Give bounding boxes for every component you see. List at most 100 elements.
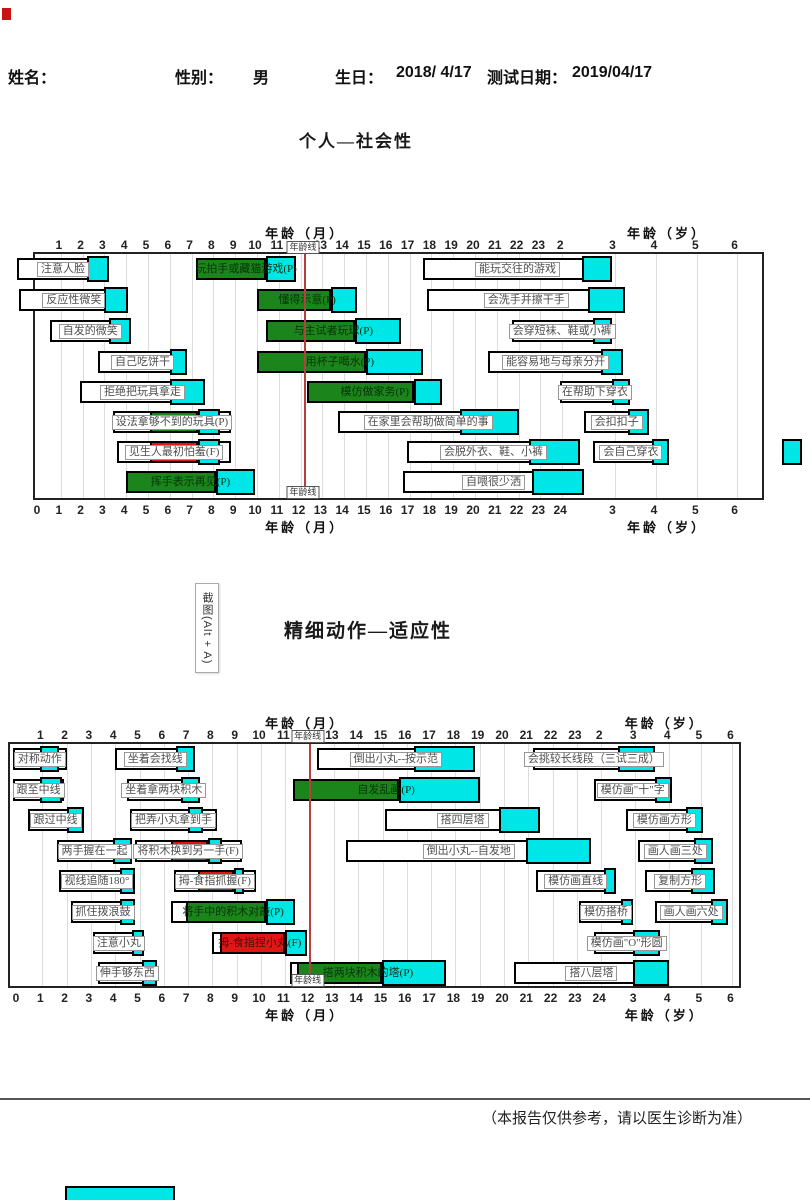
item-label: 注意人脸 bbox=[36, 261, 89, 277]
gridline bbox=[366, 254, 367, 498]
item-bar: 注意小丸 bbox=[92, 930, 145, 956]
gridline bbox=[358, 744, 360, 986]
percentile-75-90-range bbox=[104, 287, 129, 313]
item-bar: 自发的微笑 bbox=[49, 318, 131, 344]
pass-range bbox=[257, 351, 366, 373]
gridline bbox=[382, 744, 384, 986]
item-bar: 伸手够东西 bbox=[95, 960, 159, 986]
item-bar: 坐着拿两块积木 bbox=[121, 777, 207, 803]
axis-tick: 2 bbox=[595, 728, 603, 742]
gridline bbox=[496, 254, 498, 498]
gridline bbox=[257, 254, 258, 498]
axis-tick: 10 bbox=[248, 238, 262, 252]
item-bar: 懂得示意(P) bbox=[257, 287, 358, 313]
item-bar: 把弄小丸拿到手 bbox=[129, 807, 218, 833]
gridline bbox=[455, 744, 457, 986]
item-bar: 拇-食指抓握(F) bbox=[173, 868, 257, 894]
axis-tick: 3 bbox=[85, 991, 93, 1005]
percentile-75-90-range bbox=[399, 777, 480, 803]
item-bar: 会脱外衣、鞋、小裤 bbox=[407, 439, 580, 465]
age-line-label-top: 年龄线 bbox=[291, 730, 325, 743]
axis-tick: 13 bbox=[313, 503, 328, 517]
axis-tick: 18 bbox=[446, 728, 461, 742]
axis-tick: 2 bbox=[556, 238, 564, 252]
axis-tick: 11 bbox=[276, 728, 290, 742]
axis-tick: 21 bbox=[519, 991, 533, 1005]
item-bar: 与主试者玩球(P) bbox=[265, 318, 401, 344]
axis-tick: 6 bbox=[164, 503, 172, 517]
axis-tick: 6 bbox=[727, 728, 734, 742]
axis-tick: 19 bbox=[471, 728, 485, 742]
item-label: 会扣扣子 bbox=[590, 414, 643, 430]
gridline bbox=[528, 744, 530, 986]
axis-tick: 15 bbox=[357, 238, 371, 252]
axis-tick: 6 bbox=[158, 728, 166, 742]
axis-tick: 16 bbox=[379, 503, 393, 517]
axis-tick: 5 bbox=[142, 238, 150, 252]
axis-tick: 5 bbox=[695, 728, 703, 742]
axis-tick: 22 bbox=[543, 991, 558, 1005]
axis-tick: 9 bbox=[231, 728, 239, 742]
axis-tick: 4 bbox=[120, 238, 128, 252]
axis-tick: 3 bbox=[99, 238, 106, 252]
axis-tick: 22 bbox=[543, 728, 558, 742]
percentile-75-90-range bbox=[499, 807, 541, 833]
gridline bbox=[188, 744, 190, 986]
axis-tick: 3 bbox=[609, 238, 616, 252]
item-bar: 复制方形 bbox=[644, 868, 716, 894]
item-label: 模仿画方形 bbox=[632, 812, 696, 828]
corner-mark bbox=[2, 8, 11, 20]
axis-tick: 7 bbox=[186, 238, 193, 252]
item-label: 在家里会帮助做简单的事 bbox=[363, 414, 493, 430]
section-title-personal-social: 个人—社会性 bbox=[299, 132, 413, 151]
gridline bbox=[576, 744, 578, 986]
axis-tick: 0 bbox=[33, 503, 41, 517]
item-bar: 见生人最初怕羞(F) bbox=[117, 439, 231, 465]
axis-tick: 17 bbox=[422, 728, 436, 742]
chart-personal_social: 注意人脸 玩拍手或藏猫游戏(P) 能玩交往的游戏 反应性微笑 懂得示意(P) 会洗手并擦干… bbox=[17, 252, 802, 500]
axis-label-years: 年龄（岁） bbox=[627, 226, 708, 241]
item-bar: 注意人脸 bbox=[17, 256, 109, 282]
item-label: 倒出小丸--按示范 bbox=[349, 751, 442, 767]
axis-tick: 4 bbox=[120, 503, 128, 517]
axis-tick: 6 bbox=[731, 238, 738, 252]
item-bar: 倒出小丸--按示范 bbox=[316, 746, 475, 772]
item-bar: 会洗手并擦干手 bbox=[427, 287, 626, 313]
item-label: 模仿搭桥 bbox=[580, 904, 633, 920]
item-label: 模仿画直线 bbox=[544, 873, 608, 889]
percentile-75-90-range bbox=[782, 439, 802, 465]
axis-tick: 14 bbox=[335, 238, 349, 252]
gridline bbox=[212, 744, 214, 986]
item-bar: 用杯子喝水(P) bbox=[257, 349, 423, 375]
birthday-value: 2018/ 4/17 bbox=[396, 64, 472, 81]
axis-tick: 8 bbox=[208, 503, 215, 517]
axis-tick: 20 bbox=[495, 991, 509, 1005]
axis-tick: 23 bbox=[531, 238, 546, 252]
axis-tick: 5 bbox=[142, 503, 150, 517]
axis-tick: 3 bbox=[629, 991, 637, 1005]
percentile-75-90-range bbox=[355, 318, 401, 344]
item-bar: 模仿做家务(P) bbox=[307, 379, 443, 405]
pass-range bbox=[257, 289, 332, 311]
gridline bbox=[601, 744, 603, 986]
axis-tick: 23 bbox=[568, 991, 582, 1005]
item-label: 跟过中线 bbox=[29, 812, 82, 828]
axis-tick: 1 bbox=[55, 503, 63, 517]
axis-tick: 1 bbox=[55, 238, 63, 252]
item-bar: 将手中的积木对敲(P) bbox=[171, 899, 295, 925]
axis-tick: 23 bbox=[531, 503, 546, 517]
gridline bbox=[552, 744, 554, 986]
item-bar: 在帮助下穿衣 bbox=[557, 379, 632, 405]
axis-tick: 18 bbox=[422, 503, 437, 517]
name-label: 姓名： bbox=[8, 70, 57, 87]
item-label: 画人画三处 bbox=[643, 843, 707, 859]
percentile-75-90-range bbox=[588, 287, 626, 313]
item-label: 见生人最初怕羞(F) bbox=[124, 444, 224, 460]
item-label: 对称动作 bbox=[13, 751, 66, 767]
item-label: 会脱外衣、鞋、小裤 bbox=[440, 444, 548, 460]
gridline bbox=[60, 254, 62, 498]
item-bar: 模仿画"O"形圆 bbox=[586, 930, 667, 956]
item-bar: 视线追随180° bbox=[59, 868, 135, 894]
axis-tick: 19 bbox=[471, 991, 485, 1005]
axis-tick: 4 bbox=[109, 728, 117, 742]
